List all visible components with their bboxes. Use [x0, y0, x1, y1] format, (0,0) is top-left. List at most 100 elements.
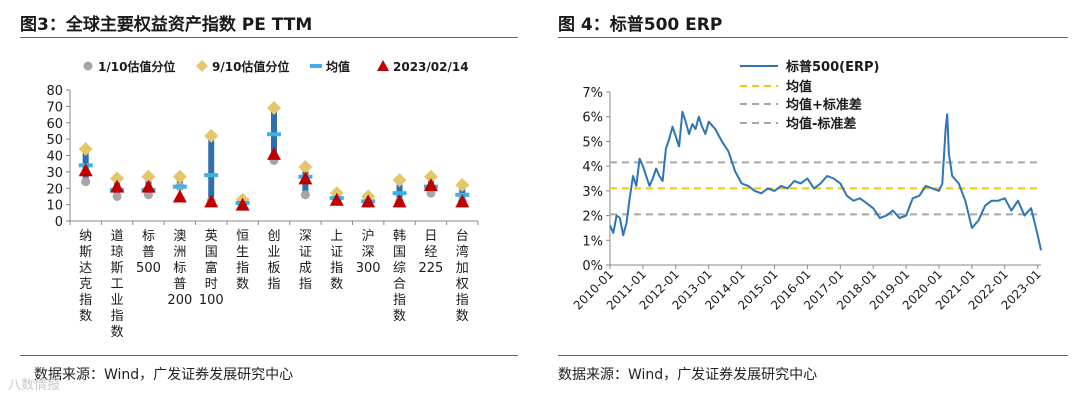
legend-latest-label: 2023/02/14: [393, 60, 469, 74]
x-category-label: 纳斯达克指数: [79, 229, 92, 324]
category-group: 深证成指: [298, 159, 313, 292]
latest-point: [110, 179, 125, 193]
legend-latest-marker: [377, 60, 389, 71]
legend-mean: 均值: [310, 59, 350, 74]
legend-p90: 9/10估值分位: [196, 59, 289, 74]
category-group: 沪深 300: [356, 189, 381, 276]
right-y-tick-label: 0%: [582, 259, 603, 274]
mean-point: [204, 173, 219, 178]
p90-point: [204, 128, 219, 143]
p90-point: [78, 141, 93, 156]
legend-item: 均值: [740, 79, 812, 95]
left-y-tick-label: 10: [46, 199, 63, 214]
left-y-tick-label: 80: [46, 84, 63, 99]
legend-label: 均值-标准差: [786, 116, 856, 132]
legend-p10: 1/10估值分位: [83, 59, 175, 74]
left-chart-panel: 图3：全球主要权益资产指数 PE TTM 1/10估值分位 9/10估值分位 均值 2…: [0, 0, 530, 403]
latest-point: [78, 163, 93, 177]
x-category-label: 英国富时 100: [199, 229, 224, 308]
p90-point: [298, 159, 313, 174]
erp-series-line: [609, 110, 1042, 251]
p10-point: [112, 191, 122, 201]
right-y-tick-label: 5%: [582, 135, 603, 150]
mean-point: [172, 184, 187, 189]
p90-point: [455, 177, 470, 192]
left-y-tick-label: 0: [55, 215, 63, 230]
x-category-label: 韩国综合指数: [393, 229, 406, 324]
mean-point: [267, 132, 281, 137]
left-y-tick-label: 70: [46, 100, 63, 115]
legend-item: 标普500(ERP): [740, 59, 879, 75]
right-source-note: 数据来源：Wind，广发证券发展研究中心: [558, 367, 818, 383]
range-bar: [396, 180, 403, 202]
latest-point: [392, 194, 407, 208]
legend-item: 均值-标准差: [740, 116, 856, 132]
latest-point: [172, 189, 187, 203]
left-y-tick-label: 30: [46, 166, 63, 181]
left-top-rule: [20, 37, 518, 38]
x-category-label: 道琼斯工业指数: [111, 229, 124, 340]
p90-point: [392, 173, 407, 188]
p90-point: [267, 101, 281, 116]
latest-point: [455, 194, 470, 208]
category-group: 纳斯达克指数: [78, 141, 93, 324]
latest-point: [361, 194, 376, 208]
category-group: 英国富时 100: [199, 128, 224, 308]
range-bar: [208, 135, 215, 202]
left-chart-title: 图3：全球主要权益资产指数 PE TTM: [20, 15, 313, 35]
latest-point: [141, 179, 156, 193]
x-category-label: 台湾加权指数: [456, 229, 469, 324]
right-chart-title: 图 4：标普500 ERP: [558, 15, 723, 35]
x-category-label: 沪深 300: [356, 228, 381, 276]
right-chart-panel: 图 4：标普500 ERP 0% 1% 2% 3% 4% 5% 6% 7% 2010-01 201…: [548, 0, 1080, 403]
latest-point: [235, 197, 250, 211]
legend-p10-marker: [83, 61, 93, 71]
right-y-tick-label: 6%: [582, 111, 603, 126]
legend-label: 均值+标准差: [786, 97, 862, 113]
sp500-erp-chart: 0%1%2%3%4%5%6%7%2010-012011-012012-01201…: [571, 59, 1044, 313]
category-group: 道琼斯工业指数: [110, 171, 125, 340]
category-group: 台湾加权指数: [455, 177, 470, 324]
left-y-tick-label: 20: [46, 182, 63, 197]
left-source-note: 数据来源：Wind，广发证券发展研究中心: [34, 367, 294, 383]
p10-point: [300, 190, 310, 200]
legend-mean-marker: [310, 64, 322, 68]
left-y-tick-label: 50: [46, 133, 63, 148]
p90-point: [172, 169, 187, 184]
right-y-tick-label: 1%: [582, 234, 603, 249]
right-y-tick-label: 2%: [582, 210, 603, 225]
x-category-label: 标普 500: [136, 229, 161, 276]
right-bottom-rule: [558, 355, 1068, 356]
left-y-tick-label: 40: [46, 150, 63, 165]
category-group: 标普 500: [136, 169, 161, 276]
latest-point: [298, 171, 313, 185]
legend-p10-label: 1/10估值分位: [98, 59, 175, 74]
latest-point: [423, 177, 438, 191]
watermark: 八数情报: [8, 378, 61, 393]
x-category-label: 恒生指数: [236, 229, 249, 292]
latest-point: [204, 194, 219, 208]
right-y-tick-label: 7%: [582, 86, 603, 101]
x-category-label: 澳洲标普 200: [167, 228, 192, 308]
left-bottom-rule: [20, 355, 518, 356]
p90-point: [110, 171, 125, 186]
legend-item: 均值+标准差: [740, 97, 862, 113]
latest-point: [329, 192, 344, 206]
category-group: 上证指数: [329, 186, 344, 292]
p90-point: [141, 169, 156, 184]
legend-mean-label: 均值: [326, 59, 350, 74]
legend-label: 标普500(ERP): [785, 59, 879, 75]
right-y-tick-label: 3%: [582, 185, 603, 200]
x-category-label: 日经 225: [419, 229, 444, 276]
legend-p90-label: 9/10估值分位: [212, 59, 289, 74]
legend-label: 均值: [786, 79, 812, 95]
category-group: 日经 225: [419, 169, 444, 276]
latest-point: [267, 146, 281, 160]
x-category-label: 上证指数: [330, 229, 343, 292]
right-top-rule: [558, 37, 1068, 38]
category-group: 恒生指数: [235, 192, 250, 292]
x-category-label: 深证成指: [299, 229, 312, 292]
category-group: 韩国综合指数: [392, 173, 407, 324]
legend-p90-marker: [196, 60, 208, 72]
